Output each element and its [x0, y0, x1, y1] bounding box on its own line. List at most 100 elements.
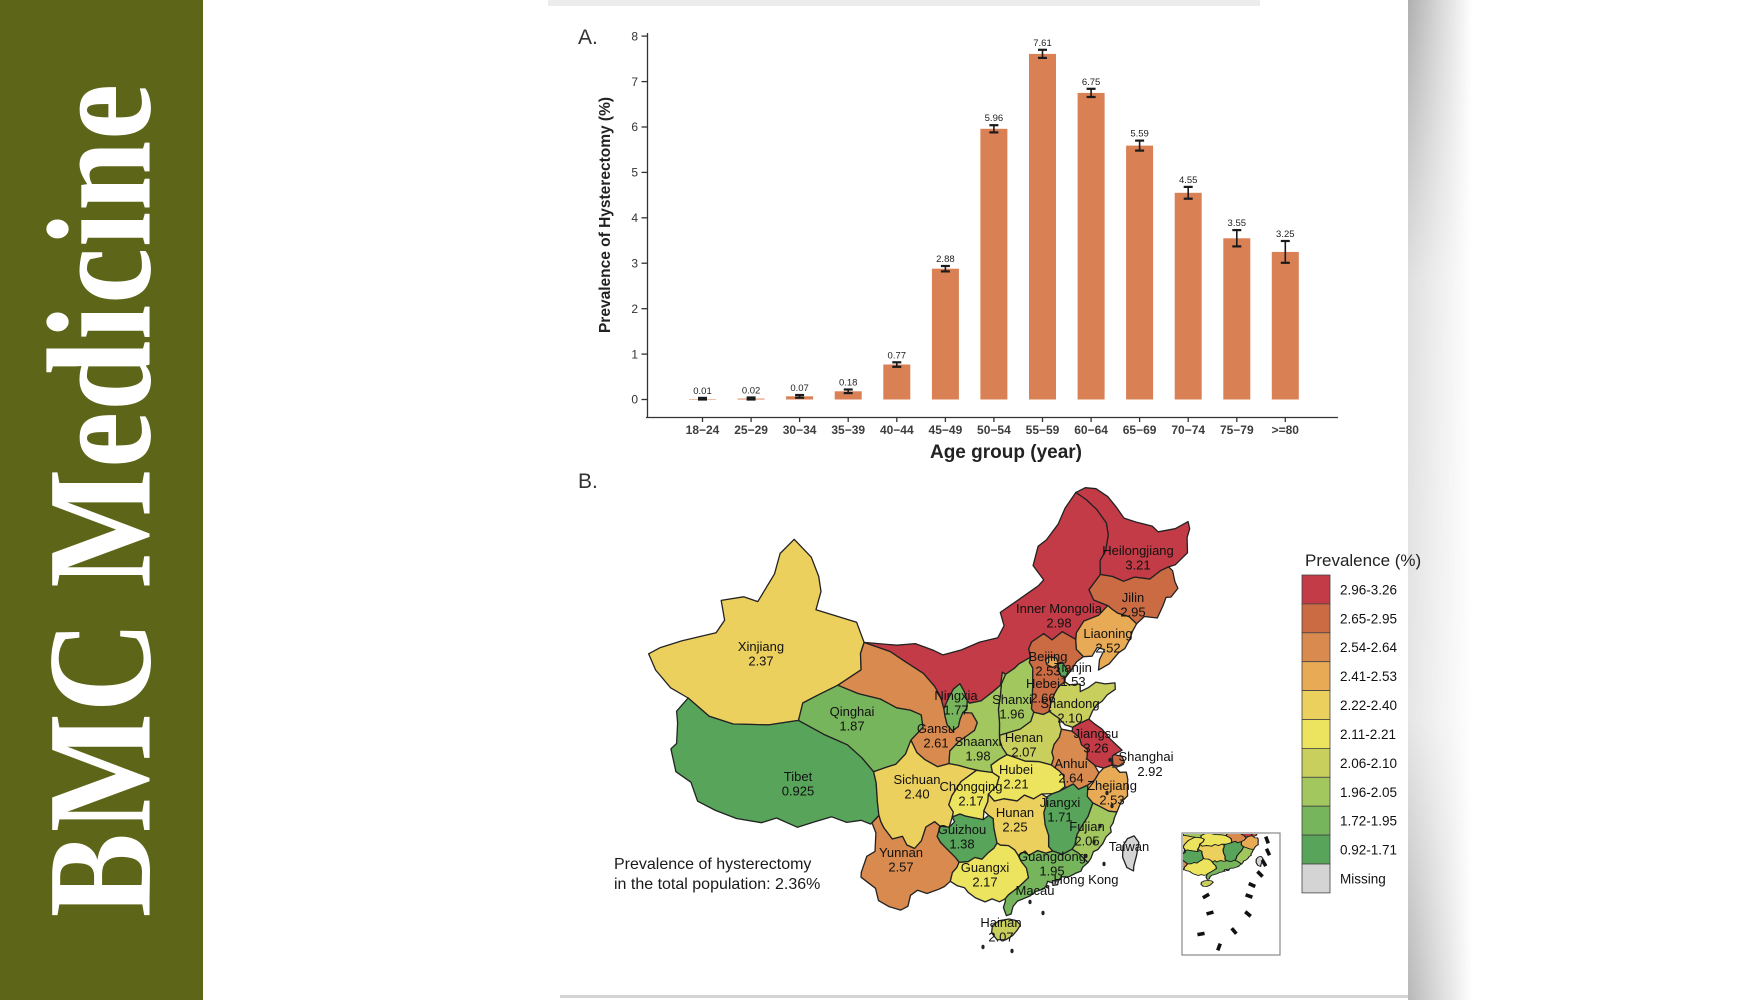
- svg-text:Prevalence of hysterectomy: Prevalence of hysterectomy: [614, 856, 811, 873]
- svg-text:5.59: 5.59: [1130, 129, 1149, 140]
- svg-text:1.71: 1.71: [1047, 810, 1072, 825]
- svg-text:1.98: 1.98: [965, 749, 990, 764]
- svg-text:2.66: 2.66: [1030, 691, 1055, 706]
- svg-text:Age group (year): Age group (year): [930, 442, 1082, 463]
- svg-text:3.55: 3.55: [1228, 218, 1247, 229]
- svg-text:1.72-1.95: 1.72-1.95: [1340, 814, 1397, 829]
- svg-text:35−39: 35−39: [831, 423, 865, 437]
- svg-text:65−69: 65−69: [1123, 423, 1157, 437]
- svg-text:Hong Kong: Hong Kong: [1053, 872, 1118, 887]
- svg-text:2.17: 2.17: [958, 794, 983, 809]
- svg-text:>=80: >=80: [1272, 423, 1300, 437]
- svg-text:Hainan: Hainan: [980, 915, 1021, 930]
- svg-text:1.77: 1.77: [943, 703, 968, 718]
- svg-text:Liaoning: Liaoning: [1083, 626, 1132, 641]
- svg-text:2.57: 2.57: [888, 860, 913, 875]
- svg-text:1.96: 1.96: [999, 707, 1024, 722]
- svg-text:4: 4: [631, 211, 638, 225]
- svg-text:2.52: 2.52: [1095, 641, 1120, 656]
- svg-text:1.38: 1.38: [949, 837, 974, 852]
- svg-text:Tibet: Tibet: [784, 769, 813, 784]
- svg-text:Anhui: Anhui: [1054, 756, 1087, 771]
- svg-text:Yunnan: Yunnan: [879, 845, 923, 860]
- svg-text:0.02: 0.02: [742, 386, 761, 397]
- svg-text:0.18: 0.18: [839, 378, 858, 389]
- svg-text:2.06-2.10: 2.06-2.10: [1340, 756, 1397, 771]
- svg-text:1.95: 1.95: [1039, 864, 1064, 879]
- svg-text:Gansu: Gansu: [917, 721, 955, 736]
- svg-text:0.92-1.71: 0.92-1.71: [1340, 843, 1397, 858]
- svg-text:2.17: 2.17: [972, 875, 997, 890]
- svg-text:75−79: 75−79: [1220, 423, 1254, 437]
- svg-text:2.53: 2.53: [1099, 793, 1124, 808]
- svg-text:Guizhou: Guizhou: [938, 822, 986, 837]
- svg-text:Hebei: Hebei: [1026, 676, 1060, 691]
- svg-text:18−24: 18−24: [686, 423, 720, 437]
- svg-text:Prevalence of Hysterectomy (%): Prevalence of Hysterectomy (%): [597, 97, 614, 333]
- svg-text:3.26: 3.26: [1083, 741, 1108, 756]
- svg-text:25−29: 25−29: [734, 423, 768, 437]
- svg-text:Xinjiang: Xinjiang: [738, 639, 784, 654]
- svg-text:4.55: 4.55: [1179, 175, 1198, 186]
- svg-text:Hubei: Hubei: [999, 762, 1033, 777]
- svg-text:6.75: 6.75: [1082, 77, 1101, 88]
- svg-text:3: 3: [631, 256, 638, 270]
- svg-text:2.10: 2.10: [1057, 711, 1082, 726]
- svg-text:2.95: 2.95: [1120, 605, 1145, 620]
- svg-text:Jilin: Jilin: [1122, 590, 1144, 605]
- svg-text:2.40: 2.40: [904, 787, 929, 802]
- svg-text:45−49: 45−49: [929, 423, 963, 437]
- svg-text:Taiwan: Taiwan: [1109, 839, 1149, 854]
- svg-text:0.07: 0.07: [790, 383, 809, 394]
- svg-text:0: 0: [631, 393, 638, 407]
- svg-text:A.: A.: [578, 26, 598, 49]
- svg-text:40−44: 40−44: [880, 423, 914, 437]
- svg-text:2.92: 2.92: [1137, 764, 1162, 779]
- svg-text:Beijing: Beijing: [1028, 649, 1067, 664]
- svg-text:2.65-2.95: 2.65-2.95: [1340, 611, 1397, 626]
- svg-text:8: 8: [631, 29, 638, 43]
- svg-text:2.96-3.26: 2.96-3.26: [1340, 583, 1397, 598]
- svg-text:Henan: Henan: [1005, 730, 1043, 745]
- svg-text:2.88: 2.88: [936, 254, 955, 265]
- svg-text:Shanxi: Shanxi: [992, 692, 1032, 707]
- svg-text:1.53: 1.53: [1060, 674, 1085, 689]
- svg-text:Missing: Missing: [1340, 872, 1386, 887]
- svg-text:7: 7: [631, 75, 638, 89]
- svg-text:2.21: 2.21: [1003, 777, 1028, 792]
- svg-text:Fujian: Fujian: [1069, 819, 1104, 834]
- svg-text:Heilongjiang: Heilongjiang: [1102, 543, 1174, 558]
- svg-text:5.96: 5.96: [985, 113, 1004, 124]
- svg-text:0.925: 0.925: [782, 784, 815, 799]
- svg-text:0.77: 0.77: [888, 350, 907, 361]
- svg-text:Macau: Macau: [1015, 883, 1054, 898]
- svg-text:Jiangxi: Jiangxi: [1040, 795, 1081, 810]
- svg-text:1.87: 1.87: [839, 719, 864, 734]
- svg-text:70−74: 70−74: [1171, 423, 1205, 437]
- svg-text:Hunan: Hunan: [996, 805, 1034, 820]
- svg-text:2.07: 2.07: [988, 930, 1013, 945]
- svg-text:B.: B.: [578, 470, 598, 493]
- svg-text:Inner Mongolia: Inner Mongolia: [1016, 601, 1103, 616]
- svg-text:2: 2: [631, 302, 638, 316]
- svg-text:5: 5: [631, 166, 638, 180]
- svg-text:Shaanxi: Shaanxi: [955, 734, 1002, 749]
- svg-text:2.41-2.53: 2.41-2.53: [1340, 669, 1397, 684]
- svg-text:Sichuan: Sichuan: [894, 772, 941, 787]
- svg-text:Guangdong: Guangdong: [1018, 849, 1086, 864]
- svg-text:Shandong: Shandong: [1040, 696, 1099, 711]
- svg-text:3.21: 3.21: [1125, 558, 1150, 573]
- svg-text:Qinghai: Qinghai: [830, 704, 875, 719]
- svg-text:2.25: 2.25: [1002, 820, 1027, 835]
- svg-text:Chongqing: Chongqing: [940, 779, 1003, 794]
- svg-text:3.25: 3.25: [1276, 229, 1295, 240]
- svg-text:Ningxia: Ningxia: [934, 688, 978, 703]
- svg-text:7.61: 7.61: [1033, 38, 1052, 49]
- svg-text:Prevalence (%): Prevalence (%): [1305, 551, 1421, 570]
- svg-text:2.64: 2.64: [1058, 771, 1083, 786]
- svg-text:2.98: 2.98: [1046, 616, 1071, 631]
- svg-text:Tianjin: Tianjin: [1054, 660, 1092, 675]
- svg-text:6: 6: [631, 120, 638, 134]
- svg-text:Zhejiang: Zhejiang: [1087, 778, 1137, 793]
- svg-text:in the total population: 2.36%: in the total population: 2.36%: [614, 876, 820, 893]
